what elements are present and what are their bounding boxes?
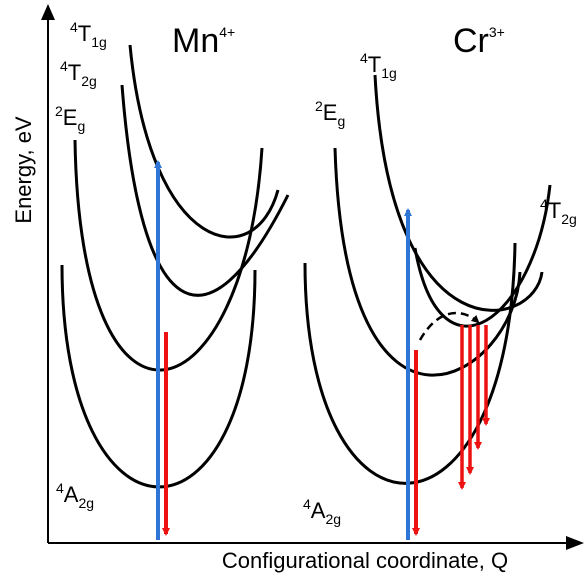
cr-4a2g-sup: 4 <box>303 496 311 512</box>
mn-4t1g-main: T <box>78 21 91 46</box>
y-axis-arrowhead <box>41 4 55 20</box>
cr-2eg-sub: g <box>337 113 345 129</box>
mn-ion-label: Mn4+ <box>172 22 235 60</box>
cr-4t1g-curve <box>373 74 544 312</box>
mn-4a2g-sup: 4 <box>56 480 64 496</box>
mn-2eg-main: E <box>63 105 78 130</box>
mn-4t2g-sup: 4 <box>60 58 68 74</box>
mn-ion-symbol: Mn <box>172 22 219 60</box>
cr-ion-charge: 3+ <box>489 24 505 40</box>
cr-4t2g-curve <box>413 184 552 328</box>
mn-4a2g-label: 4A2g <box>56 480 94 511</box>
cr-4t1g-sub: 1g <box>381 65 397 81</box>
cr-4t2g-label: 4T2g <box>540 196 577 227</box>
x-axis-title: Configurational coordinate, Q <box>222 548 508 573</box>
mn-4t1g-sup: 4 <box>70 19 78 35</box>
cr-4a2g-sub: 2g <box>325 511 341 527</box>
mn-2eg-label: 2Eg <box>55 103 85 134</box>
cr-2eg-label: 2Eg <box>315 98 345 129</box>
mn-4t2g-curve <box>120 84 290 297</box>
mn-4t2g-sub: 2g <box>81 73 97 89</box>
mn-4a2g-sub: 2g <box>78 495 94 511</box>
cr-4t1g-sup: 4 <box>360 50 368 66</box>
mn-ion-charge: 4+ <box>219 24 235 40</box>
cr-ion-label: Cr3+ <box>453 22 505 60</box>
mn-2eg-sub: g <box>77 118 85 134</box>
mn-2eg-sup: 2 <box>55 103 63 119</box>
mn-4t2g-main: T <box>68 60 81 85</box>
cr-ion-symbol: Cr <box>453 22 489 60</box>
cr-thermal-population-arrow <box>418 311 480 341</box>
cr-4t1g-main: T <box>368 52 381 77</box>
mn-4t1g-curve <box>128 44 280 239</box>
cr-2eg-main: E <box>323 100 338 125</box>
y-axis-title: Energy, eV <box>11 116 36 224</box>
cr-4a2g-main: A <box>311 498 326 523</box>
cr-4a2g-label: 4A2g <box>303 496 341 527</box>
cr-4t2g-sub: 2g <box>561 211 577 227</box>
cr-4t1g-label: 4T1g <box>360 50 397 81</box>
cr-2eg-curve <box>333 147 522 377</box>
mn-2eg-curve <box>73 139 264 372</box>
mn-4t2g-label: 4T2g <box>60 58 97 89</box>
mn-4t1g-sub: 1g <box>91 34 107 50</box>
x-axis-arrowhead <box>566 536 584 550</box>
cr-4t2g-sup: 4 <box>540 196 548 212</box>
mn-4a2g-main: A <box>64 482 79 507</box>
mn-4t1g-label: 4T1g <box>70 19 107 50</box>
cr-2eg-sup: 2 <box>315 98 323 114</box>
cr-4t2g-main: T <box>548 198 561 223</box>
